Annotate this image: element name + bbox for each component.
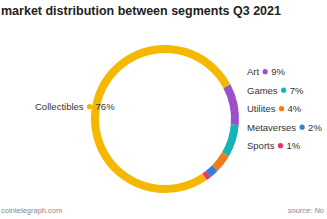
label-dot (281, 88, 286, 93)
value-label: 2% (308, 122, 322, 133)
value-label: 1% (286, 140, 300, 151)
category-label: Collectibles (35, 101, 84, 112)
slice-label: Metaverses 2% (247, 122, 322, 133)
slice-label: Collectibles 76% (35, 101, 115, 112)
source: source: No (288, 206, 324, 215)
chart: market distribution between segments Q3 … (0, 0, 327, 219)
donut (91, 45, 239, 193)
title: market distribution between segments Q3 … (1, 4, 281, 18)
label-dot (87, 104, 92, 109)
label-dot (300, 125, 305, 130)
value-label: 76% (96, 101, 116, 112)
slice-label: Sports 1% (247, 140, 301, 151)
value-label: 4% (288, 103, 302, 114)
credit: cointelegraph.com (1, 206, 62, 215)
value-label: 7% (290, 85, 304, 96)
category-label: Utilites (247, 103, 276, 114)
slice-label: Utilites 4% (247, 103, 302, 114)
slice (223, 84, 239, 125)
slice-label: Art 9% (247, 66, 285, 77)
label-dot (278, 143, 283, 148)
category-label: Games (247, 85, 278, 96)
category-label: Metaverses (247, 122, 296, 133)
label-dot (263, 69, 268, 74)
value-label: 9% (271, 66, 285, 77)
category-label: Sports (247, 140, 275, 151)
slice (222, 124, 239, 156)
slice (91, 45, 230, 193)
label-dot (279, 106, 284, 111)
category-label: Art (247, 66, 260, 77)
slice-label: Games 7% (247, 85, 304, 96)
